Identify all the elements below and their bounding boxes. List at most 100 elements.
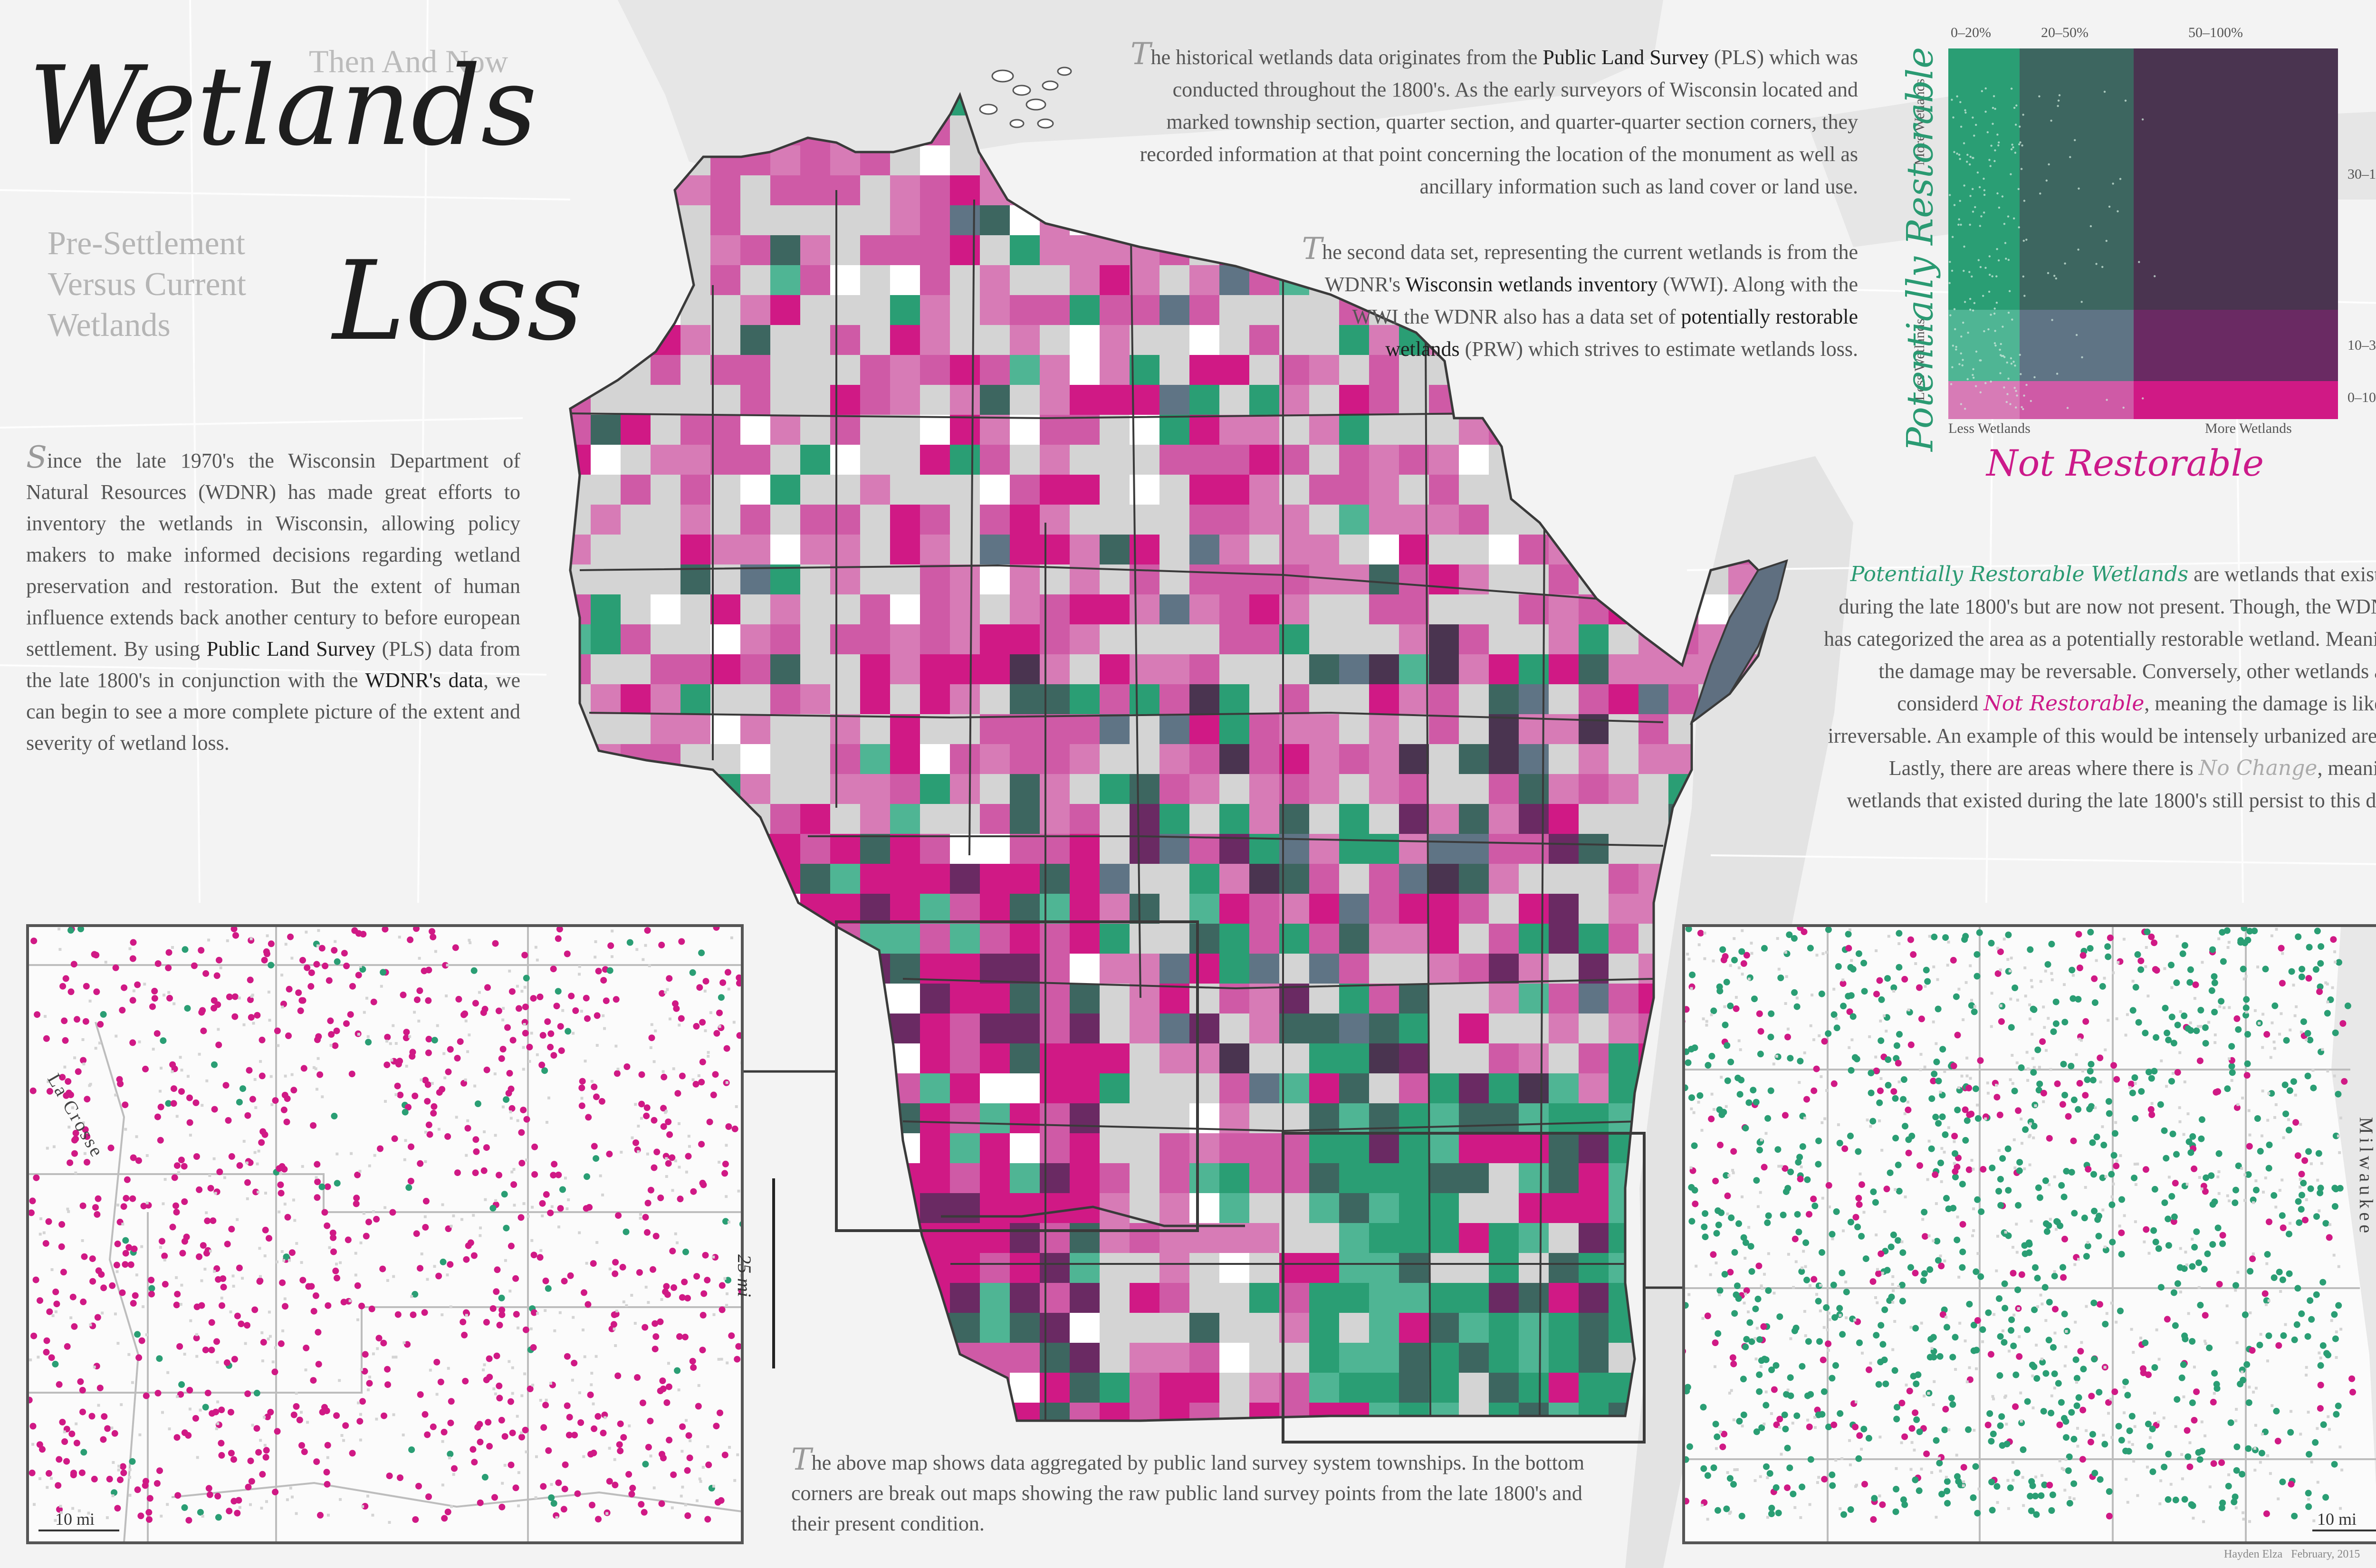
not-restorable-point [684,1295,691,1302]
no-change-point [1761,1287,1764,1290]
not-restorable-point [181,1163,188,1170]
no-change-point [2321,1048,2324,1051]
subtitle-line-1: Pre-Settlement [48,225,246,262]
no-change-point [2006,958,2010,961]
township-cell [1040,894,1070,924]
no-change-point [1878,1119,1881,1122]
restorable-point [2002,1305,2009,1312]
not-restorable-point [719,1282,726,1289]
restorable-point [1731,1249,1738,1256]
not-restorable-point [2213,1089,2220,1096]
township-cell [1788,385,1818,415]
no-change-point [2328,1223,2332,1226]
no-change-point [362,1212,365,1215]
not-restorable-point [206,1491,213,1498]
township-cell [980,804,1010,834]
restorable-point [1710,1464,1717,1471]
township-cell [1609,1043,1638,1073]
no-change-point [466,1119,469,1122]
not-restorable-point [307,983,315,990]
no-change-point [253,1151,257,1154]
township-cell [1010,385,1040,415]
restorable-point [1949,1354,1956,1361]
not-restorable-point [679,1294,686,1301]
township-cell [950,265,980,295]
legend-point [2105,239,2108,242]
restorable-point [1843,1289,1850,1296]
restorable-point [2036,1080,2043,1088]
no-change-point [2179,1291,2182,1294]
restorable-point [1941,1426,1948,1434]
restorable-point [1997,1202,2004,1209]
not-restorable-point [34,1011,41,1018]
township-cell [860,654,890,684]
restorable-point [2293,1321,2300,1328]
no-change-point [424,1160,427,1163]
not-restorable-point [211,1106,218,1113]
restorable-point [1989,1507,1996,1514]
township-cell [830,265,860,295]
not-restorable-point [612,1482,619,1489]
not-restorable-point [403,1029,410,1036]
not-restorable-point [652,1333,660,1340]
township-cell [1489,744,1519,774]
no-change-point [39,1217,42,1220]
township-cell [710,804,740,834]
restorable-point [606,967,613,974]
restorable-point [1830,1281,1837,1289]
legend-point [1996,134,1999,136]
not-restorable-point [415,1482,422,1490]
township-cell [1309,205,1339,235]
restorable-point [2165,1036,2172,1043]
township-cell [1519,1403,1549,1421]
not-restorable-point [74,1016,80,1023]
township-cell [1130,564,1159,594]
not-restorable-point [70,961,77,968]
no-change-point [124,1128,127,1131]
no-change-point [2157,1358,2161,1361]
restorable-point [2296,1219,2303,1226]
no-change-point [2128,1086,2132,1089]
not-restorable-point [1878,1250,1885,1257]
township-cell [1249,1103,1279,1133]
no-change-point [128,947,132,950]
township-cell [1638,445,1668,475]
not-restorable-point [2261,1290,2269,1297]
not-restorable-point [721,1452,728,1459]
not-restorable-point [706,1119,713,1126]
pls-highlight: Public Land Survey [1542,46,1709,69]
legend-point [2011,143,2013,146]
restorable-point [1721,1271,1728,1278]
township-cell [710,684,740,714]
not-restorable-point [699,1347,706,1354]
township-cell [1249,355,1279,385]
not-restorable-point [2096,1301,2103,1308]
restorable-point [2218,998,2225,1005]
no-change-point [358,1169,362,1173]
township-cell [1489,684,1519,714]
township-cell [1100,325,1130,355]
township-cell [1279,1073,1309,1103]
township-cell [1579,864,1609,894]
township-cell [1249,1073,1279,1103]
township-cell [830,774,860,804]
township-cell [1459,924,1489,954]
township-cell [1549,804,1579,834]
township-cell [1040,95,1070,115]
restorable-point [2071,1210,2078,1217]
township-cell [1309,505,1339,535]
township-cell [1668,864,1698,894]
not-restorable-point [53,1300,60,1308]
no-change-point [276,1260,278,1263]
restorable-point [405,1184,412,1191]
restorable-point [2027,1492,2034,1500]
legend-point [1994,149,1996,152]
restorable-point [2185,1138,2193,1145]
township-cell [950,475,980,505]
not-restorable-point [416,987,423,994]
restorable-point [1926,1266,1934,1273]
township-cell [770,984,800,1013]
township-cell [651,654,680,684]
township-cell [1339,1343,1369,1373]
township-cell [800,295,830,325]
